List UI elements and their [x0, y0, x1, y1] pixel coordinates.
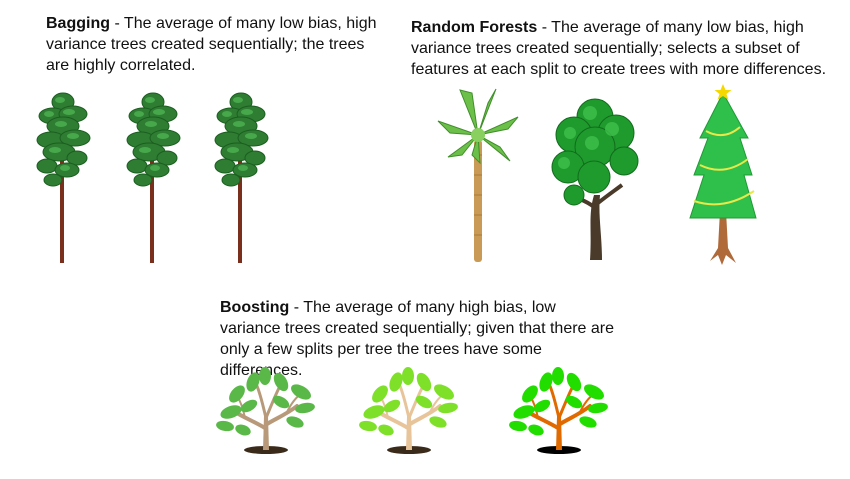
bagging-description: - The average of many low bias, high var…	[46, 15, 377, 74]
pine-tree-icon	[126, 92, 181, 263]
palm-tree-icon	[437, 88, 519, 262]
boosting-caption: Boosting - The average of many high bias…	[220, 297, 620, 381]
random-forests-caption: Random Forests - The average of many low…	[411, 17, 847, 80]
bagging-caption: Bagging - The average of many low bias, …	[46, 13, 391, 76]
sapling-tree-icon	[216, 367, 315, 454]
sapling-tree-icon	[509, 367, 608, 454]
random-forests-title: Random Forests	[411, 19, 538, 36]
random-forests-description: - The average of many low bias, high var…	[411, 19, 827, 78]
christmas-tree-icon	[689, 84, 757, 265]
sapling-tree-icon	[359, 367, 458, 454]
pine-tree-icon	[36, 92, 91, 263]
oak-tree-icon	[551, 98, 639, 260]
pine-tree-icon	[214, 92, 269, 263]
bagging-title: Bagging	[46, 15, 110, 32]
boosting-description: - The average of many high bias, low var…	[220, 299, 615, 379]
boosting-title: Boosting	[220, 299, 290, 316]
